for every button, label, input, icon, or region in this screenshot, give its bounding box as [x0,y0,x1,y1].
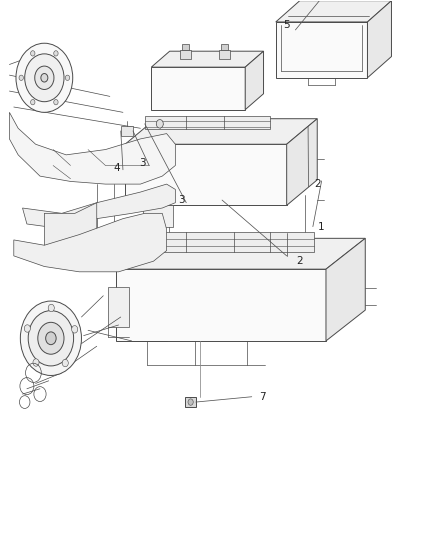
Polygon shape [180,50,191,59]
Polygon shape [245,51,264,110]
Polygon shape [151,51,264,67]
Circle shape [25,54,64,102]
Polygon shape [22,184,175,229]
Text: 2: 2 [314,179,321,189]
Polygon shape [151,67,245,110]
Circle shape [46,332,56,345]
Circle shape [188,399,193,405]
Polygon shape [367,1,392,78]
Circle shape [156,119,163,128]
Circle shape [20,301,81,375]
Circle shape [35,66,54,90]
Polygon shape [185,397,196,407]
Circle shape [33,359,39,366]
Circle shape [31,51,35,56]
Circle shape [65,75,70,80]
Circle shape [38,322,64,354]
Text: 5: 5 [283,20,290,30]
Text: 4: 4 [113,163,120,173]
Circle shape [16,43,73,112]
Text: 3: 3 [179,195,185,205]
Polygon shape [108,287,130,327]
Polygon shape [44,203,97,251]
Polygon shape [14,213,166,272]
Polygon shape [326,238,365,341]
Circle shape [54,51,58,56]
Text: 3: 3 [139,158,146,168]
Circle shape [19,75,23,80]
Polygon shape [182,44,188,50]
Polygon shape [117,238,365,269]
Text: 1: 1 [318,222,325,232]
Text: 7: 7 [259,392,266,402]
Circle shape [41,74,48,82]
Text: 2: 2 [297,256,303,266]
Polygon shape [125,119,317,144]
Polygon shape [125,144,287,205]
Polygon shape [221,44,228,50]
Circle shape [24,325,30,332]
Circle shape [48,304,54,312]
Circle shape [28,311,74,366]
Polygon shape [10,112,175,184]
Polygon shape [145,116,270,130]
Polygon shape [276,22,367,78]
Circle shape [72,326,78,333]
Polygon shape [141,232,314,252]
Polygon shape [287,119,317,205]
Polygon shape [143,205,173,227]
Circle shape [54,100,58,105]
Polygon shape [219,50,230,59]
Circle shape [31,100,35,105]
Polygon shape [276,1,392,22]
Circle shape [62,359,68,367]
Polygon shape [117,269,326,341]
Polygon shape [121,126,133,136]
